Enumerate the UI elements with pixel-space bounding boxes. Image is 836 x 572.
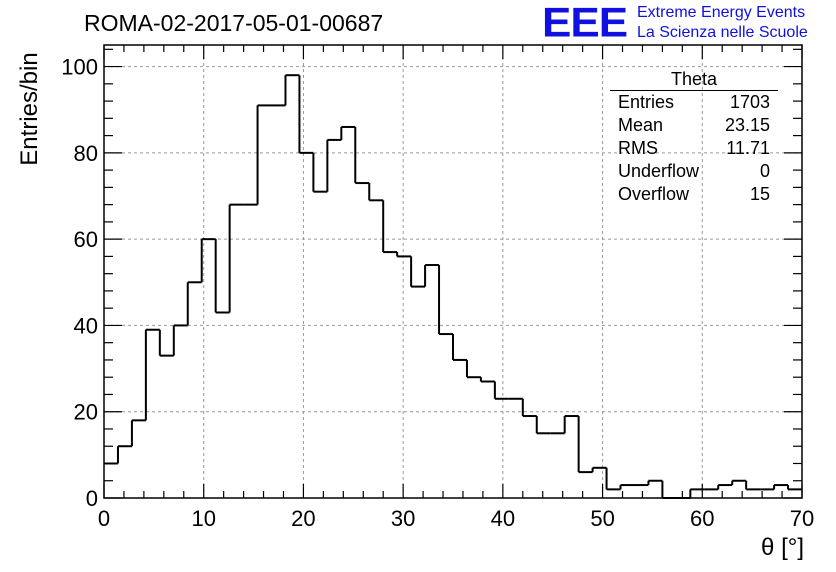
stats-row-mean: Mean 23.15 [610,114,778,137]
y-axis-label: Entries/bin [16,52,43,166]
stats-value: 11.71 [726,138,770,158]
x-axis-label: θ [°] [761,534,804,561]
x-tick-label: 20 [291,506,315,531]
stats-label: RMS [618,138,658,158]
stats-row-rms: RMS 11.71 [610,137,778,160]
eee-line1: Extreme Energy Events [637,4,806,21]
eee-logo-text: Extreme Energy Events La Scienza nelle S… [637,3,808,43]
y-tick-label: 80 [74,141,98,166]
x-tick-label: 50 [590,506,614,531]
stats-value: 15 [749,184,770,204]
stats-label: Overflow [618,184,690,204]
y-tick-label: 60 [74,227,98,252]
stats-row-overflow: Overflow 15 [610,183,778,206]
stats-row-entries: Entries 1703 [610,91,778,114]
y-tick-label: 0 [86,486,98,511]
stats-label: Mean [618,115,664,135]
stats-value: 1703 [729,92,770,112]
plot-frame [103,44,803,499]
stats-label: Underflow [618,161,700,181]
y-tick-label: 100 [61,55,98,80]
x-tick-label: 30 [391,506,415,531]
stats-value: 0 [759,161,770,181]
y-tick-label: 20 [74,400,98,425]
y-tick-label: 40 [74,313,98,338]
x-tick-label: 10 [191,506,215,531]
eee-line2: La Scienza nelle Scuole [637,24,808,41]
eee-logo: EEE [542,0,628,46]
x-tick-label: 60 [690,506,714,531]
stats-box: Theta Entries 1703 Mean 23.15 RMS 11.71 … [610,68,778,206]
x-tick-label: 70 [790,506,814,531]
stats-value: 23.15 [724,115,770,135]
x-tick-label: 40 [491,506,515,531]
stats-row-underflow: Underflow 0 [610,160,778,183]
stats-label: Entries [618,92,675,112]
x-tick-label: 0 [98,506,110,531]
stats-title: Theta [610,68,778,91]
chart-title: ROMA-02-2017-05-01-00687 [84,10,384,36]
